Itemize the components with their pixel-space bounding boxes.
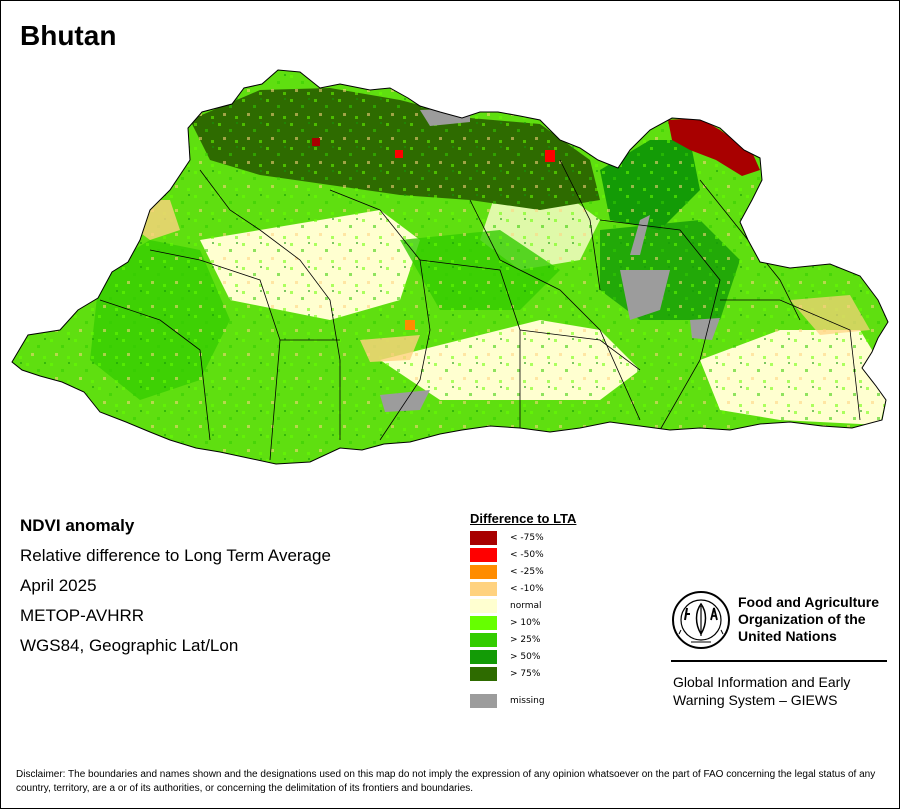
legend-label: normal [510, 601, 542, 611]
legend-label: > 25% [510, 635, 541, 645]
fao-name-line: Organization of the [738, 611, 866, 627]
legend-item: < -75% [470, 531, 544, 545]
fao-name-line: United Nations [738, 628, 837, 644]
period: April 2025 [20, 576, 97, 595]
missing-data-area [630, 215, 650, 255]
legend-label: < -10% [510, 584, 544, 594]
projection: WGS84, Geographic Lat/Lon [20, 636, 239, 655]
missing-data-area [690, 318, 720, 340]
legend-swatch [470, 531, 497, 545]
legend-swatch [470, 565, 497, 579]
legend-swatch [470, 548, 497, 562]
legend-item: < -10% [470, 582, 544, 596]
ndvi-decline-spot [312, 138, 320, 146]
legend-label: > 50% [510, 652, 541, 662]
ndvi-mild-decline-area [790, 295, 870, 335]
ndvi-decline-spot [545, 150, 555, 162]
legend-label: > 75% [510, 669, 541, 679]
sensor: METOP-AVHRR [20, 606, 145, 625]
country-outline [11, 69, 889, 465]
legend-swatch [470, 667, 497, 681]
giews-name: Global Information and Early Warning Sys… [673, 673, 850, 709]
legend-item-missing: missing [470, 694, 545, 708]
legend-swatch [470, 650, 497, 664]
legend-label: < -50% [510, 550, 544, 560]
legend-label: missing [510, 696, 545, 706]
ndvi-moderate-decline-spot [405, 320, 415, 330]
product-name: NDVI anomaly [20, 516, 135, 535]
legend-item: < -25% [470, 565, 544, 579]
legend-item: > 10% [470, 616, 540, 630]
legend-label: < -25% [510, 567, 544, 577]
legend-label: < -75% [510, 533, 544, 543]
fao-name: Food and Agriculture Organization of the… [738, 594, 879, 645]
ndvi-decline-spot [395, 150, 403, 158]
legend-swatch [470, 633, 497, 647]
legend-item: > 75% [470, 667, 540, 681]
legend-item: > 50% [470, 650, 540, 664]
legend-swatch [470, 616, 497, 630]
legend-title: Difference to LTA [470, 511, 577, 526]
legend-label: > 10% [510, 618, 541, 628]
legend-swatch [470, 694, 497, 708]
map-title: Bhutan [20, 20, 117, 51]
legend-item: > 25% [470, 633, 540, 647]
giews-line: Warning System – GIEWS [673, 692, 838, 708]
product-description: Relative difference to Long Term Average [20, 546, 331, 565]
legend-item: < -50% [470, 548, 544, 562]
ndvi-anomaly-map [11, 69, 889, 465]
missing-data-area [380, 390, 430, 412]
fao-name-line: Food and Agriculture [738, 594, 880, 610]
fao-logo-icon [672, 591, 730, 649]
legend-item: normal [470, 599, 542, 613]
divider [671, 660, 887, 662]
ndvi-severe-decline-area [668, 118, 760, 176]
legend-swatch [470, 582, 497, 596]
district-boundaries [99, 159, 861, 461]
legend-swatch [470, 599, 497, 613]
giews-line: Global Information and Early [673, 674, 851, 690]
missing-data-area [620, 270, 670, 320]
ndvi-mild-decline-area [360, 335, 420, 362]
disclaimer: Disclaimer: The boundaries and names sho… [16, 769, 876, 794]
